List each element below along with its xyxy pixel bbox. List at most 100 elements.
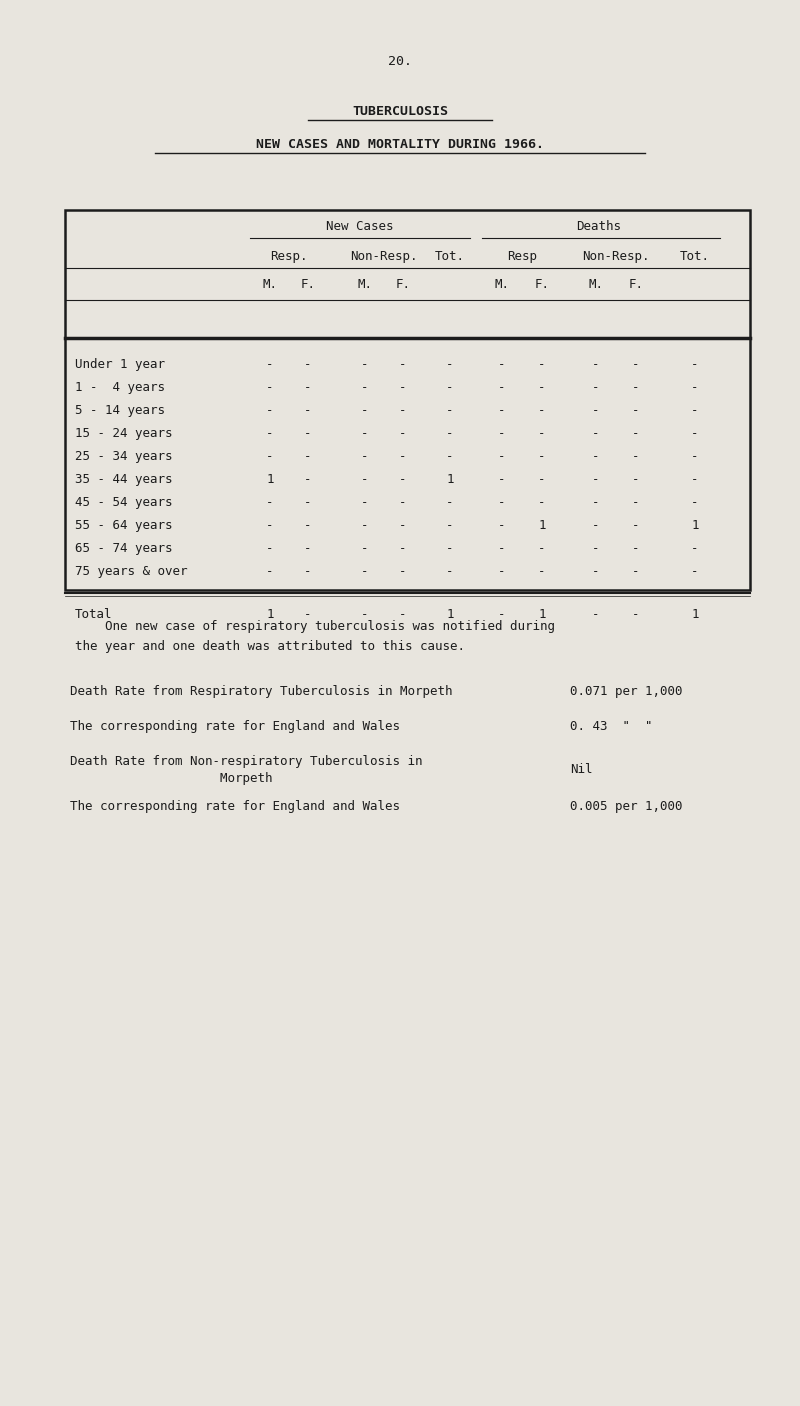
Text: -: - — [304, 427, 312, 440]
Text: -: - — [399, 607, 406, 621]
Text: -: - — [691, 381, 698, 394]
Text: -: - — [446, 565, 454, 578]
Text: -: - — [592, 450, 600, 463]
Text: 5 - 14 years: 5 - 14 years — [75, 404, 165, 418]
Text: Non-Resp.: Non-Resp. — [582, 250, 650, 263]
Text: Tot.: Tot. — [680, 250, 710, 263]
Text: -: - — [592, 519, 600, 531]
Bar — [65, 209, 750, 591]
Text: -: - — [691, 565, 698, 578]
Text: -: - — [266, 450, 274, 463]
Text: -: - — [266, 565, 274, 578]
Text: Morpeth: Morpeth — [70, 772, 273, 785]
Text: -: - — [538, 404, 546, 418]
Text: -: - — [446, 519, 454, 531]
Text: Total: Total — [75, 607, 113, 621]
Text: New Cases: New Cases — [326, 219, 394, 233]
Text: Non-Resp.: Non-Resp. — [350, 250, 418, 263]
Text: -: - — [632, 404, 640, 418]
Text: 1: 1 — [266, 472, 274, 486]
Text: -: - — [538, 381, 546, 394]
Text: 75 years & over: 75 years & over — [75, 565, 187, 578]
Text: -: - — [362, 472, 369, 486]
Text: -: - — [498, 450, 506, 463]
Text: -: - — [399, 450, 406, 463]
Text: -: - — [362, 607, 369, 621]
Text: 1: 1 — [538, 519, 546, 531]
Text: -: - — [498, 565, 506, 578]
Text: -: - — [266, 519, 274, 531]
Text: 1: 1 — [266, 607, 274, 621]
Text: -: - — [266, 427, 274, 440]
Text: -: - — [304, 404, 312, 418]
Text: Under 1 year: Under 1 year — [75, 359, 165, 371]
Text: -: - — [304, 381, 312, 394]
Text: -: - — [446, 381, 454, 394]
Text: -: - — [399, 565, 406, 578]
Text: M.: M. — [358, 278, 373, 291]
Text: 1: 1 — [538, 607, 546, 621]
Text: -: - — [446, 541, 454, 555]
Text: -: - — [691, 472, 698, 486]
Text: 1: 1 — [691, 607, 698, 621]
Text: -: - — [266, 404, 274, 418]
Text: -: - — [632, 519, 640, 531]
Text: 0.005 per 1,000: 0.005 per 1,000 — [570, 800, 682, 813]
Text: M.: M. — [262, 278, 278, 291]
Text: -: - — [691, 541, 698, 555]
Text: -: - — [592, 381, 600, 394]
Text: 0. 43  "  ": 0. 43 " " — [570, 720, 653, 733]
Text: 35 - 44 years: 35 - 44 years — [75, 472, 173, 486]
Text: -: - — [304, 519, 312, 531]
Text: -: - — [446, 404, 454, 418]
Text: -: - — [446, 450, 454, 463]
Text: -: - — [399, 404, 406, 418]
Text: -: - — [498, 472, 506, 486]
Text: -: - — [538, 565, 546, 578]
Text: The corresponding rate for England and Wales: The corresponding rate for England and W… — [70, 800, 400, 813]
Text: -: - — [632, 359, 640, 371]
Text: -: - — [691, 359, 698, 371]
Text: -: - — [362, 565, 369, 578]
Text: -: - — [498, 607, 506, 621]
Text: -: - — [498, 427, 506, 440]
Text: Resp: Resp — [507, 250, 537, 263]
Text: -: - — [399, 381, 406, 394]
Text: -: - — [399, 427, 406, 440]
Text: -: - — [632, 496, 640, 509]
Text: -: - — [691, 427, 698, 440]
Text: -: - — [632, 565, 640, 578]
Text: TUBERCULOSIS: TUBERCULOSIS — [352, 105, 448, 118]
Text: -: - — [266, 359, 274, 371]
Text: -: - — [304, 565, 312, 578]
Text: -: - — [632, 607, 640, 621]
Text: F.: F. — [395, 278, 410, 291]
Text: -: - — [691, 450, 698, 463]
Text: -: - — [538, 541, 546, 555]
Text: -: - — [592, 565, 600, 578]
Text: -: - — [498, 359, 506, 371]
Text: -: - — [446, 496, 454, 509]
Text: -: - — [362, 404, 369, 418]
Text: -: - — [498, 404, 506, 418]
Text: -: - — [632, 472, 640, 486]
Text: -: - — [399, 541, 406, 555]
Text: -: - — [304, 496, 312, 509]
Text: One new case of respiratory tuberculosis was notified during: One new case of respiratory tuberculosis… — [75, 620, 555, 633]
Text: Death Rate from Respiratory Tuberculosis in Morpeth: Death Rate from Respiratory Tuberculosis… — [70, 685, 453, 697]
Text: -: - — [632, 381, 640, 394]
Text: -: - — [592, 607, 600, 621]
Text: -: - — [446, 359, 454, 371]
Text: -: - — [498, 381, 506, 394]
Text: 1 -  4 years: 1 - 4 years — [75, 381, 165, 394]
Text: -: - — [362, 359, 369, 371]
Text: -: - — [362, 496, 369, 509]
Text: -: - — [304, 472, 312, 486]
Text: 1: 1 — [446, 472, 454, 486]
Text: M.: M. — [494, 278, 510, 291]
Text: -: - — [632, 427, 640, 440]
Text: F.: F. — [629, 278, 643, 291]
Text: -: - — [538, 472, 546, 486]
Text: -: - — [446, 427, 454, 440]
Text: -: - — [266, 381, 274, 394]
